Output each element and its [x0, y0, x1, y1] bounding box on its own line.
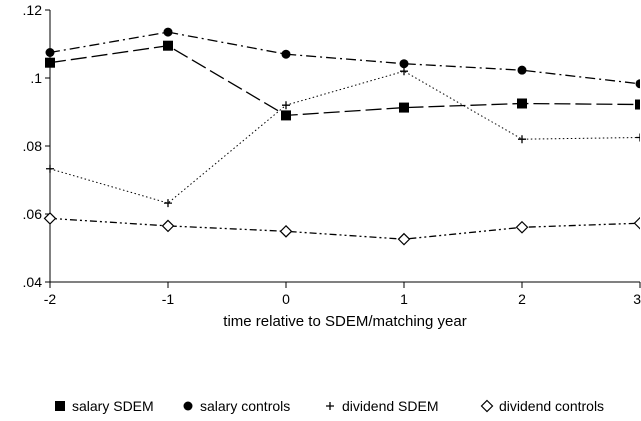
x-tick-label: 2 — [518, 291, 526, 307]
legend-marker — [480, 399, 494, 413]
data-point — [163, 40, 173, 51]
y-tick-label: .06 — [23, 206, 43, 222]
x-axis: -2 -1 0 1 2 3 — [44, 282, 641, 307]
legend-marker — [326, 402, 334, 410]
x-tick-label: 3 — [633, 291, 641, 307]
data-point — [400, 67, 408, 76]
data-point — [633, 216, 640, 230]
series-line — [49, 45, 640, 117]
series-dividend-controls — [43, 212, 640, 246]
legend-marker — [183, 401, 193, 411]
x-tick-label: -1 — [162, 291, 175, 307]
data-point — [515, 220, 529, 234]
legend-label: dividend SDEM — [342, 398, 439, 414]
series-layer — [43, 27, 640, 246]
series-salary-sdem — [45, 40, 640, 121]
y-tick-label: .08 — [23, 138, 43, 154]
data-point — [399, 59, 409, 69]
series-dividend-sdem — [46, 67, 640, 208]
x-tick-label: -2 — [44, 291, 57, 307]
data-point — [45, 57, 55, 68]
y-axis: .04 .06 .08 .1 .12 — [23, 2, 50, 290]
legend-label: dividend controls — [499, 398, 604, 414]
y-tick-label: .12 — [23, 2, 43, 18]
y-tick-label: .04 — [23, 274, 43, 290]
legend-item: salary SDEM — [55, 398, 154, 414]
data-point — [635, 79, 640, 89]
data-point — [635, 99, 640, 110]
data-point — [161, 219, 175, 233]
data-point — [397, 232, 411, 246]
series-line — [49, 31, 640, 85]
legend-marker — [55, 401, 65, 411]
plot-area — [49, 10, 640, 283]
y-tick-label: .1 — [30, 70, 42, 86]
data-point — [399, 102, 409, 113]
data-point — [282, 101, 290, 110]
data-point — [281, 49, 291, 59]
x-tick-label: 0 — [282, 291, 290, 307]
data-point — [164, 199, 172, 208]
data-point — [636, 133, 640, 142]
data-point — [517, 65, 527, 75]
data-point — [518, 135, 526, 144]
series-line — [49, 217, 640, 240]
series-salary-controls — [45, 27, 640, 89]
series-line — [49, 70, 640, 204]
data-point — [43, 212, 57, 225]
x-tick-label: 1 — [400, 291, 408, 307]
data-point — [281, 110, 291, 121]
data-point — [279, 224, 293, 238]
data-point — [517, 98, 527, 109]
data-point — [46, 164, 54, 173]
legend-item: salary controls — [183, 398, 290, 414]
x-axis-title: time relative to SDEM/matching year — [223, 313, 466, 330]
data-point — [163, 27, 173, 37]
data-point — [45, 48, 55, 57]
legend-item: dividend controls — [480, 398, 604, 414]
legend: salary SDEM salary controls dividend SDEM d… — [55, 398, 604, 414]
legend-label: salary SDEM — [72, 398, 154, 414]
legend-item: dividend SDEM — [326, 398, 439, 414]
legend-label: salary controls — [200, 398, 290, 414]
